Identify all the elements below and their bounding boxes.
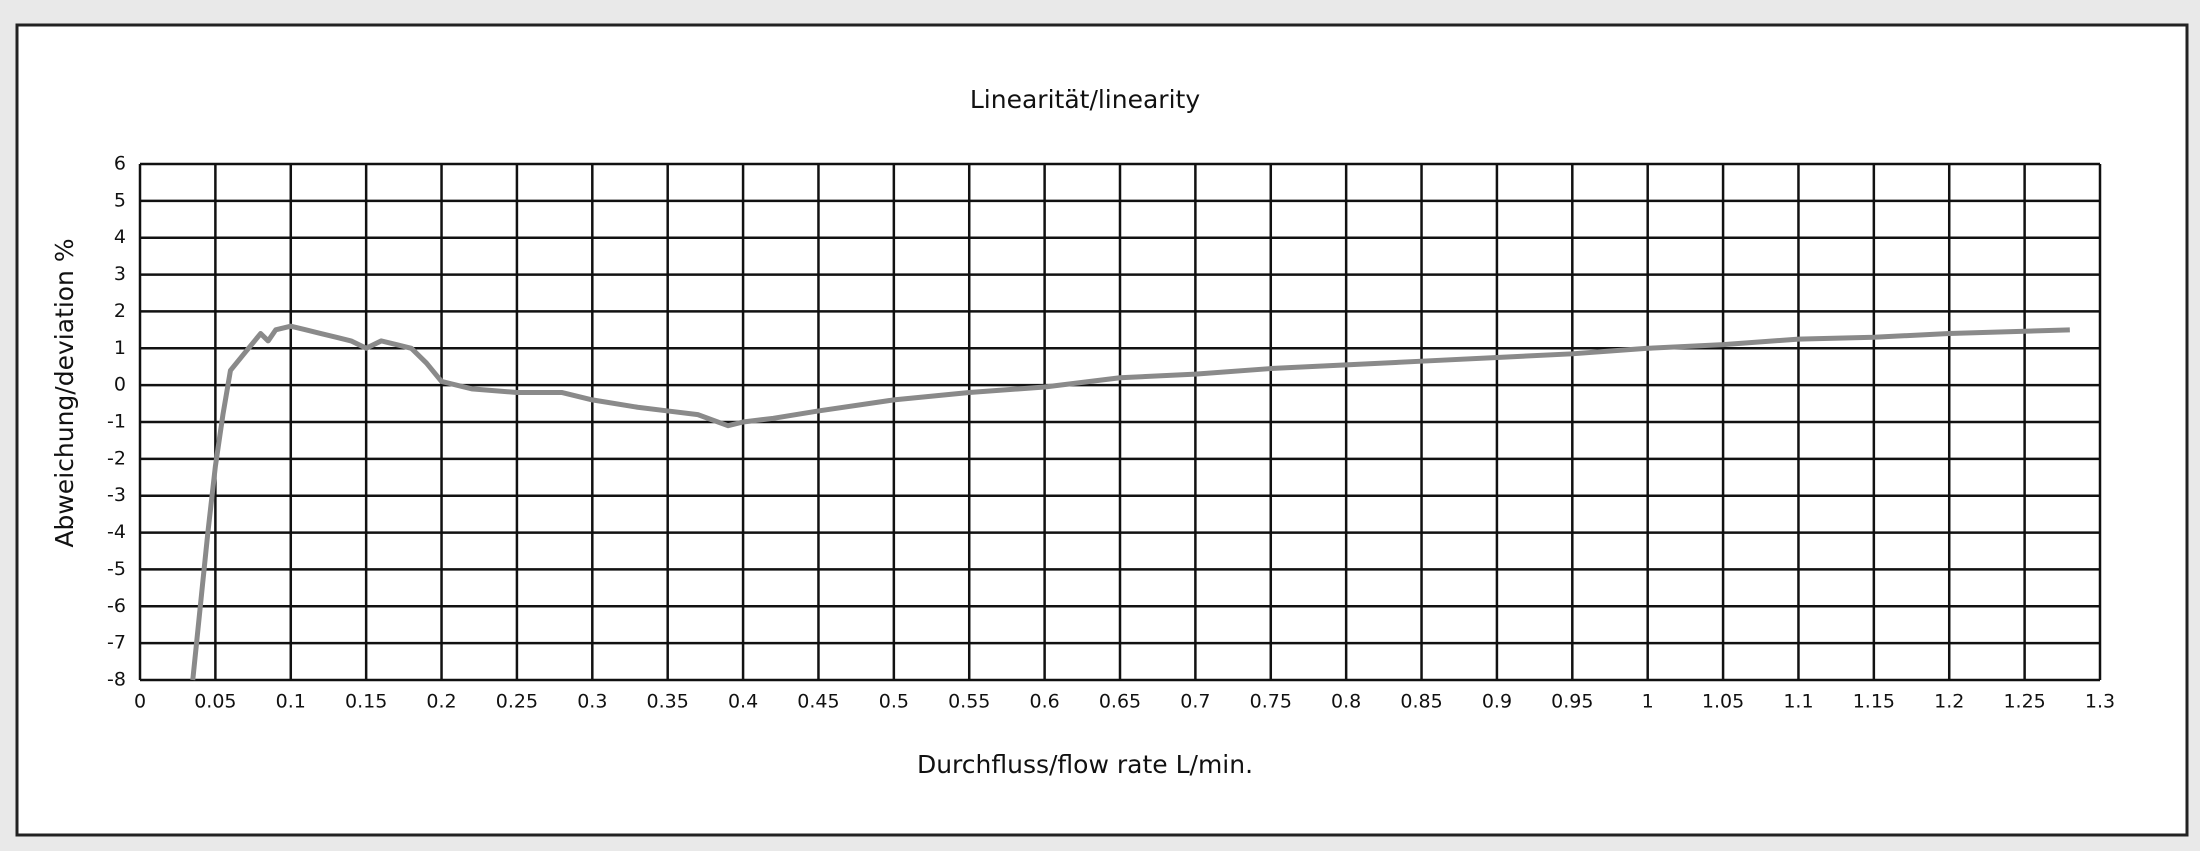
x-tick-label: 0.15	[345, 691, 387, 713]
y-tick-label: -7	[107, 632, 126, 654]
y-tick-label: 3	[114, 263, 126, 285]
x-tick-label: 0.5	[879, 691, 909, 713]
x-tick-label: 0.65	[1099, 691, 1141, 713]
y-tick-label: -5	[107, 558, 126, 580]
y-tick-label: -4	[107, 521, 126, 543]
y-tick-label: 4	[114, 226, 126, 248]
x-tick-label: 0.8	[1331, 691, 1361, 713]
x-tick-label: 0.6	[1030, 691, 1060, 713]
y-tick-label: 1	[114, 337, 126, 359]
x-tick-label: 0.7	[1180, 691, 1210, 713]
x-tick-label: 0.45	[797, 691, 839, 713]
x-tick-label: 1.25	[2003, 691, 2045, 713]
y-axis-label: Abweichung/deviation %	[50, 238, 79, 547]
chart-title: Linearität/linearity	[970, 85, 1200, 114]
x-tick-label: 1.1	[1783, 691, 1813, 713]
x-tick-label: 0.9	[1482, 691, 1512, 713]
x-tick-label: 0.55	[948, 691, 990, 713]
y-tick-label: 0	[114, 374, 126, 396]
y-tick-label: -3	[107, 484, 126, 506]
y-tick-label: 2	[114, 300, 126, 322]
x-axis-label: Durchfluss/flow rate L/min.	[917, 750, 1253, 779]
x-tick-label: 1.3	[2085, 691, 2115, 713]
x-tick-label: 1.15	[1853, 691, 1895, 713]
x-tick-label: 0.4	[728, 691, 758, 713]
y-tick-label: 5	[114, 189, 126, 211]
data-line	[190, 323, 2070, 681]
x-tick-label: 0	[134, 691, 146, 713]
x-tick-label: 0.35	[647, 691, 689, 713]
x-tick-label: 1.2	[1934, 691, 1964, 713]
y-tick-label: -1	[107, 411, 126, 433]
y-tick-label: -6	[107, 595, 126, 617]
x-tick-label: 1.05	[1702, 691, 1744, 713]
x-tick-label: 1	[1642, 691, 1654, 713]
x-tick-label: 0.05	[194, 691, 236, 713]
x-tick-label: 0.2	[426, 691, 456, 713]
frame	[15, 23, 2189, 837]
y-tick-label: 6	[114, 153, 126, 175]
x-tick-label: 0.75	[1250, 691, 1292, 713]
x-tick-label: 0.3	[577, 691, 607, 713]
x-tick-label: 0.25	[496, 691, 538, 713]
x-tick-label: 0.1	[276, 691, 306, 713]
y-tick-label: -2	[107, 447, 126, 469]
x-tick-label: 0.95	[1551, 691, 1593, 713]
x-tick-label: 0.85	[1400, 691, 1442, 713]
y-tick-label: -8	[107, 669, 126, 691]
